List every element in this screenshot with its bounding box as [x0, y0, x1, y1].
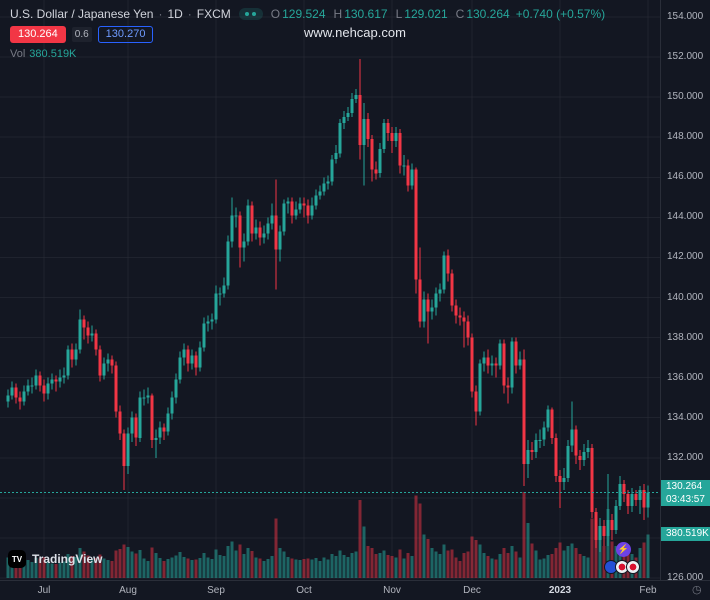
price-axis-label: 136.000 — [667, 371, 704, 383]
time-axis-label: Feb — [639, 585, 657, 596]
separator: · — [187, 7, 192, 21]
volume-value: 380.519K — [29, 48, 77, 60]
price-axis-label: 132.000 — [667, 451, 704, 463]
last-price-badge: 130.264 03:43:57 — [661, 479, 710, 506]
last-price-value: 130.264 — [666, 480, 703, 492]
time-axis-label: Jul — [37, 585, 51, 596]
price-axis-label: 134.000 — [667, 411, 704, 423]
separator: · — [158, 7, 163, 21]
change-value: +0.740 (+0.57%) — [515, 7, 606, 21]
price-axis-label: 154.000 — [667, 11, 704, 22]
price-axis-label: 148.000 — [667, 131, 704, 143]
buy-button[interactable]: 130.270 — [97, 26, 154, 43]
spread-value: 0.6 — [71, 27, 92, 42]
time-axis-label: Dec — [463, 585, 481, 596]
bar-countdown: 03:43:57 — [666, 493, 705, 505]
time-axis-label: 2023 — [548, 585, 572, 596]
trade-buttons-row: 130.264 0.6 130.270 — [10, 26, 154, 43]
low-label: L — [395, 7, 403, 21]
exchange-label[interactable]: FXCM — [196, 7, 231, 21]
sell-button[interactable]: 130.264 — [10, 26, 66, 43]
volume-row: Vol 380.519K — [10, 48, 76, 60]
price-axis-label: 138.000 — [667, 331, 704, 343]
timezone-clock-icon[interactable]: ◷ — [692, 584, 702, 596]
price-axis-label: 142.000 — [667, 251, 704, 263]
price-axis-label: 152.000 — [667, 51, 704, 63]
price-axis-label: 140.000 — [667, 291, 704, 303]
price-axis-label: 150.000 — [667, 91, 704, 103]
price-axis[interactable]: 154.000 152.000 150.000 148.000 146.000 144.0… — [660, 0, 710, 583]
time-axis[interactable]: Jul Aug Sep Oct Nov Dec 2023 Feb — [0, 580, 710, 600]
high-value: 130.617 — [344, 7, 388, 21]
price-axis-label: 144.000 — [667, 211, 704, 223]
close-label: C — [455, 7, 465, 21]
japan-event-marker-icon[interactable] — [626, 560, 640, 574]
high-label: H — [333, 7, 343, 21]
tradingview-logo-text: TradingView — [32, 552, 103, 566]
open-label: O — [270, 7, 281, 21]
market-status-indicator[interactable] — [238, 8, 263, 20]
price-axis-label: 146.000 — [667, 171, 704, 183]
low-value: 129.021 — [404, 7, 448, 21]
close-value: 130.264 — [466, 7, 510, 21]
time-axis-label: Sep — [207, 585, 225, 596]
time-axis-label: Nov — [383, 585, 401, 596]
symbol-title[interactable]: U.S. Dollar / Japanese Yen — [10, 7, 154, 21]
open-value: 129.524 — [282, 7, 326, 21]
tradingview-logo-icon: TV — [8, 550, 26, 568]
volume-axis-badge: 380.519K — [661, 527, 710, 542]
time-axis-label: Aug — [119, 585, 137, 596]
time-axis-label: Oct — [296, 585, 312, 596]
tradingview-logo[interactable]: TV TradingView — [8, 550, 102, 568]
price-axis-label: 126.000 — [667, 572, 704, 583]
economic-event-markers — [604, 560, 640, 574]
watermark: www.nehcap.com — [304, 25, 406, 40]
candlestick-chart[interactable] — [0, 0, 660, 580]
interval-selector[interactable]: 1D — [167, 7, 183, 21]
boost-lightning-icon[interactable]: ⚡ — [616, 542, 631, 557]
symbol-info-row: U.S. Dollar / Japanese Yen · 1D · FXCM O… — [10, 6, 605, 22]
volume-label: Vol — [10, 48, 26, 60]
